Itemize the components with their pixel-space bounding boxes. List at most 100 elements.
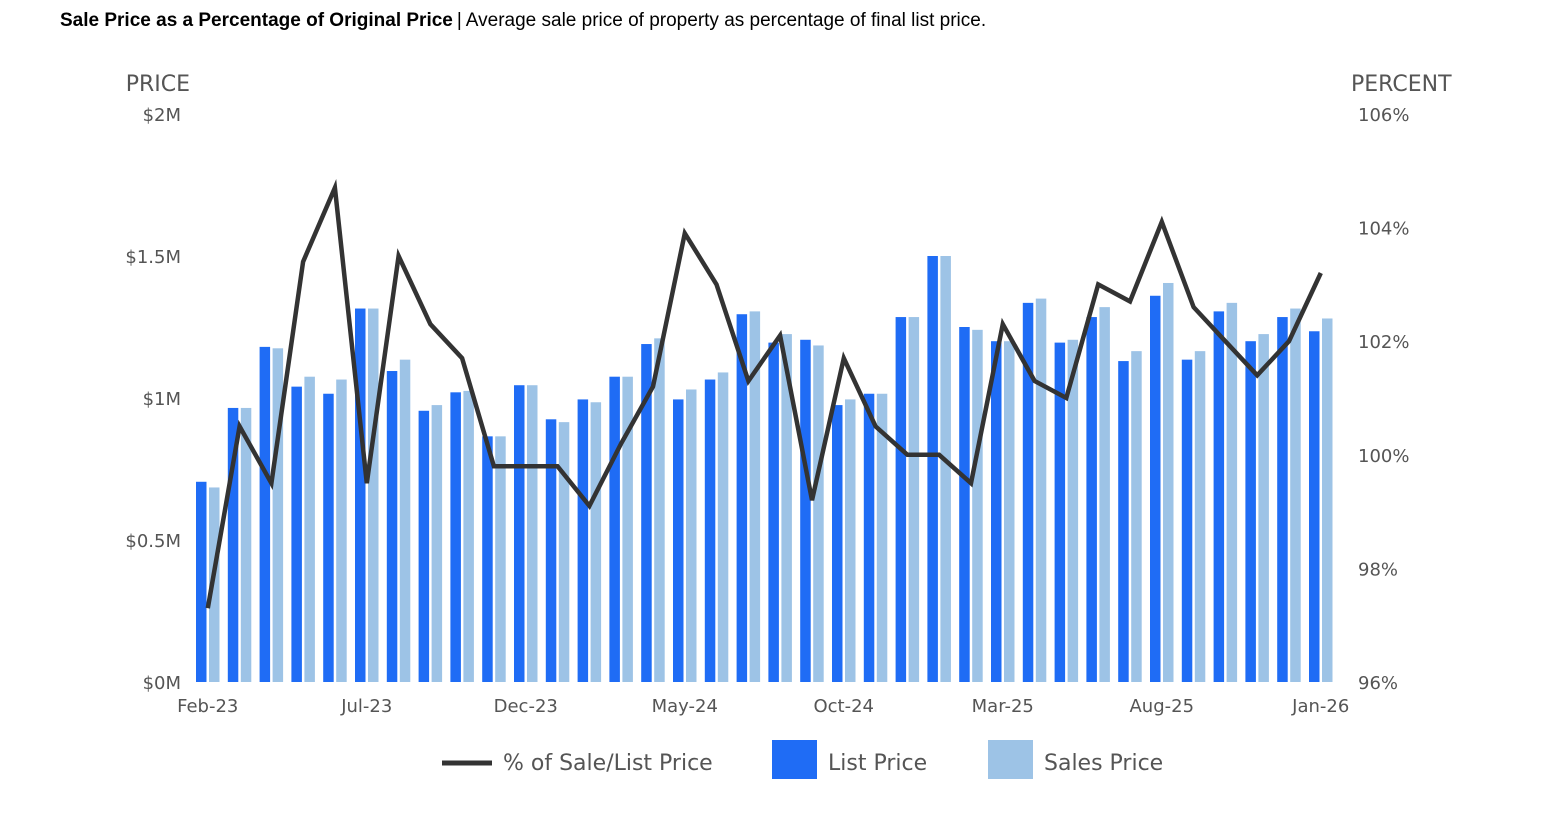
list-price-bar [927, 256, 938, 682]
sales-price-bar [1131, 351, 1142, 682]
sales-price-bar [240, 407, 252, 682]
legend-box-symbol [772, 740, 817, 779]
line-series [205, 179, 1323, 609]
sales-price-bar [336, 379, 347, 682]
sales-price-bar [590, 402, 602, 682]
sales-price-bar [908, 317, 920, 682]
left-axis-tick-label: $0M [143, 673, 181, 694]
x-axis: Feb-23 Jul-23 Dec-23 May-24 Oct-24 Mar-25 Aug-… [177, 696, 1349, 717]
sales-price-bar [940, 256, 951, 682]
legend-box-symbol [988, 740, 1033, 779]
legend-label: % of Sale/List Price [503, 751, 713, 776]
sales-price-bar [368, 308, 379, 682]
list-price-bar [863, 393, 875, 682]
right-axis-tick-label: 100% [1358, 446, 1409, 467]
left-axis-tick-label: $1.5M [125, 247, 181, 268]
sales-price-bar [399, 359, 411, 682]
right-axis-tick-label: 104% [1358, 219, 1409, 240]
list-price-bar [418, 410, 430, 682]
list-price-bar [227, 407, 239, 682]
list-price-bar [832, 405, 843, 682]
x-axis-tick-label: Jul-23 [340, 696, 392, 717]
x-axis-tick-label: May-24 [652, 696, 718, 717]
right-axis-tick-label: 102% [1358, 332, 1409, 353]
list-price-bar [736, 314, 748, 682]
list-price-bar [959, 327, 970, 682]
list-price-bar [1054, 342, 1066, 682]
sales-price-bar [717, 372, 729, 682]
list-price-bar [704, 379, 716, 682]
x-axis-tick-label: Feb-23 [177, 696, 238, 717]
list-price-bar [355, 308, 366, 682]
sales-price-bar [781, 334, 792, 682]
sales-price-bar [1226, 302, 1238, 682]
list-price-bar [673, 399, 684, 682]
list-price-bar [259, 346, 271, 682]
list-price-bar [1181, 359, 1193, 682]
title-separator: | [456, 10, 462, 31]
right-axis-tick-label: 96% [1358, 673, 1398, 694]
left-axis-tick-label: $1M [143, 389, 181, 410]
sales-price-bar [304, 376, 315, 682]
legend: % of Sale/List Price List Price Sales Pric… [442, 740, 1163, 779]
list-price-bar [1118, 361, 1129, 682]
sales-price-bar [1004, 341, 1015, 682]
bar-series [196, 256, 1333, 682]
sales-price-bar [558, 422, 570, 682]
sales-price-bar [495, 436, 506, 682]
x-axis-tick-label: Dec-23 [494, 696, 558, 717]
right-axis-tick-label: 98% [1358, 559, 1398, 580]
list-price-bar [895, 317, 907, 682]
list-price-bar [577, 399, 589, 682]
list-price-bar [991, 341, 1002, 682]
percent-line [205, 179, 1323, 609]
sales-price-bar [1322, 318, 1333, 682]
right-axis-tick-label: 106% [1358, 105, 1409, 126]
left-axis: PRICE $0M $0.5M $1M $1.5M $2M [125, 72, 190, 694]
left-axis-tick-label: $0.5M [125, 531, 181, 552]
sales-price-bar [1194, 351, 1206, 682]
sales-price-bar [1258, 334, 1269, 682]
sales-price-bar [622, 376, 633, 682]
list-price-bar [1150, 295, 1161, 682]
sales-price-bar [272, 348, 284, 682]
chart-title: Sale Price as a Percentage of Original P… [60, 10, 453, 31]
sales-price-bar [845, 399, 856, 682]
right-axis: PERCENT 96% 98% 100% 102% 104% 106% [1351, 72, 1452, 694]
list-price-bar [800, 339, 811, 682]
sales-price-bar [749, 311, 761, 682]
x-axis-tick-label: Oct-24 [813, 696, 874, 717]
list-price-bar [196, 481, 207, 682]
sales-price-bar [972, 329, 983, 682]
list-price-bar [768, 342, 779, 682]
list-price-bar [482, 436, 493, 682]
list-price-bar [450, 392, 461, 682]
list-price-bar [1309, 331, 1320, 682]
sales-price-bar [876, 393, 888, 682]
sales-price-bar [654, 338, 665, 682]
list-price-bar [1213, 311, 1225, 682]
sales-price-bar [813, 345, 824, 682]
left-axis-tick-label: $2M [143, 105, 181, 126]
list-price-bar [323, 393, 334, 682]
legend-label: Sales Price [1044, 751, 1163, 776]
list-price-bar [386, 371, 398, 682]
list-price-bar [641, 344, 652, 682]
list-price-bar [291, 386, 302, 682]
sales-price-bar [527, 385, 538, 682]
chart-header: Sale Price as a Percentage of Original P… [60, 10, 986, 32]
sales-price-bar [1067, 339, 1079, 682]
x-axis-tick-label: Jan-26 [1291, 696, 1349, 717]
x-axis-tick-label: Mar-25 [972, 696, 1034, 717]
sales-price-bar [431, 405, 443, 682]
right-axis-title: PERCENT [1351, 72, 1452, 97]
list-price-bar [1022, 302, 1034, 682]
list-price-bar [545, 419, 557, 682]
sales-price-bar [1163, 282, 1174, 682]
left-axis-title: PRICE [126, 72, 190, 97]
sales-price-bar [209, 487, 220, 682]
chart-subtitle: Average sale price of property as percen… [465, 10, 987, 31]
list-price-bar [609, 376, 620, 682]
list-price-bar [1245, 341, 1256, 682]
x-axis-tick-label: Aug-25 [1129, 696, 1194, 717]
